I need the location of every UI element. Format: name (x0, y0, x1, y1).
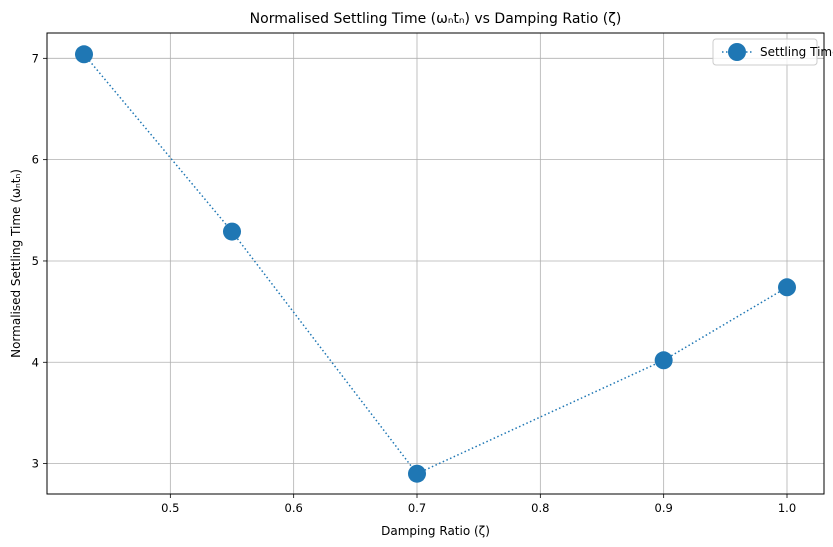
y-axis: 3 4 5 6 7 (32, 51, 47, 471)
y-tick-label: 4 (32, 355, 39, 369)
y-tick-label: 6 (32, 153, 39, 167)
plot-frame (46, 32, 825, 495)
series-layer (75, 45, 796, 483)
x-tick-label: 0.5 (161, 501, 179, 515)
y-axis-label: Normalised Settling Time (ωₙtₙ) (9, 169, 23, 358)
data-point (408, 464, 426, 483)
x-axis-label: Damping Ratio (ζ) (381, 524, 490, 538)
data-point (778, 278, 796, 297)
x-tick-label: 0.8 (531, 501, 549, 515)
y-tick-label: 7 (32, 51, 39, 65)
chart-title: Normalised Settling Time (ωₙtₙ) vs Dampi… (250, 11, 622, 27)
y-tick-label: 5 (32, 254, 39, 268)
legend: Settling Time (712, 38, 833, 66)
data-point (223, 222, 241, 241)
data-point (75, 45, 93, 64)
grid (47, 33, 824, 494)
x-tick-label: 1.0 (778, 501, 796, 515)
data-point (654, 351, 673, 370)
x-tick-label: 0.7 (408, 501, 426, 515)
x-tick-label: 0.6 (285, 501, 303, 515)
y-tick-label: 3 (32, 457, 39, 471)
x-axis: 0.5 0.6 0.7 0.8 0.9 1.0 (161, 494, 796, 515)
legend-marker (728, 43, 746, 61)
x-tick-label: 0.9 (655, 501, 673, 515)
legend-label: Settling Time (760, 45, 833, 59)
